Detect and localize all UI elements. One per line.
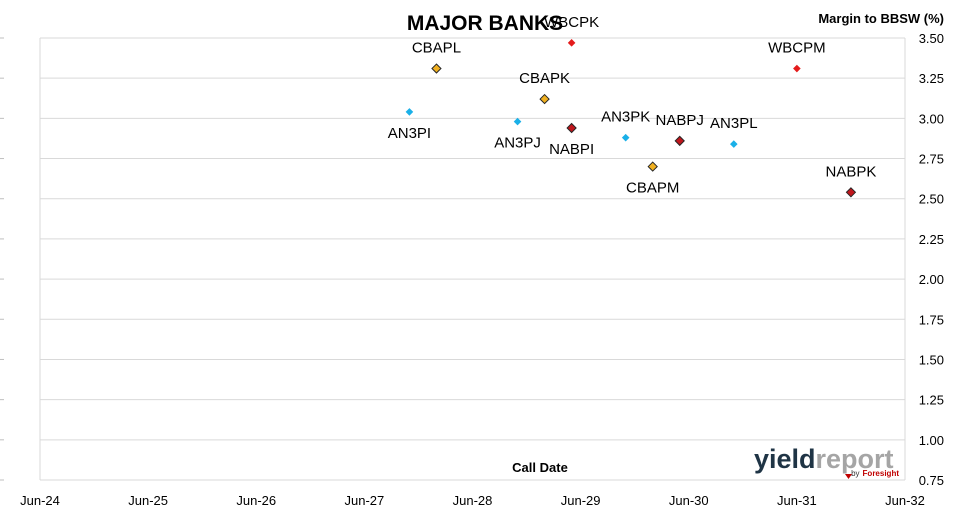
data-point-wbcpk: [567, 39, 576, 47]
data-point-wbcpm: [793, 64, 801, 73]
point-label-wbcpm: WBCPM: [768, 40, 826, 57]
point-label-nabpi: NABPI: [549, 141, 594, 158]
x-tick-label: Jun-28: [453, 493, 493, 508]
y-tick-label: 2.75: [919, 152, 944, 167]
point-label-an3pl: AN3PL: [710, 115, 758, 132]
x-tick-label: Jun-24: [20, 493, 60, 508]
point-label-an3pj: AN3PJ: [494, 135, 541, 152]
chart-title: MAJOR BANKS: [407, 12, 563, 35]
y-tick-label: 2.25: [919, 232, 944, 247]
y-tick-label: 1.50: [919, 352, 944, 367]
axes: 0.75 1.00 1.25 1.50 1.75 2.00 2.25 2.50 2.75 3.00…: [0, 31, 944, 508]
x-tick-label: Jun-27: [345, 493, 385, 508]
point-label-an3pi: AN3PI: [388, 125, 431, 142]
y-tick-label: 0.75: [919, 473, 944, 488]
x-tick-label: Jun-26: [236, 493, 276, 508]
y-tick-label: 1.00: [919, 433, 944, 448]
x-axis-label: Call Date: [512, 460, 568, 475]
logo-brand: Foresight: [863, 469, 900, 478]
x-tick-label: Jun-29: [561, 493, 601, 508]
yieldreport-logo: yieldreport by Foresight: [754, 444, 899, 479]
data-point-cbapk: [539, 93, 550, 105]
point-label-cbapk: CBAPK: [519, 70, 570, 87]
logo-text-report: report: [816, 444, 894, 474]
data-point-nabpk: [845, 187, 857, 198]
data-points: CBAPL AN3PI CBAPK AN3PJ WBCPK NABPI AN3PK CBAPM…: [388, 14, 877, 198]
data-point-cbapl: [431, 63, 442, 74]
logo-text-yield: yield: [754, 444, 816, 474]
svg-text:yieldreport: yieldreport: [754, 444, 894, 474]
data-point-cbapm: [647, 161, 658, 172]
point-label-wbcpk: WBCPK: [544, 14, 599, 31]
y-tick-label: 1.25: [919, 393, 944, 408]
y-tick-label: 2.00: [919, 272, 944, 287]
point-label-cbapm: CBAPM: [626, 180, 679, 197]
data-point-an3pi: [405, 108, 414, 116]
data-point-nabpi: [566, 122, 577, 134]
y-tick-label: 2.50: [919, 192, 944, 207]
gridlines: [40, 37, 905, 481]
x-tick-label: Jun-32: [885, 493, 925, 508]
y-tick-label: 3.50: [919, 31, 944, 46]
point-label-an3pk: AN3PK: [601, 109, 650, 126]
y-axis-label: Margin to BBSW (%): [818, 11, 944, 26]
data-point-nabpj: [674, 135, 685, 147]
point-label-cbapl: CBAPL: [412, 40, 461, 57]
x-tick-label: Jun-30: [669, 493, 709, 508]
data-point-an3pk: [621, 133, 630, 142]
point-label-nabpk: NABPK: [826, 163, 877, 180]
x-tick-label: Jun-25: [128, 493, 168, 508]
y-tick-label: 3.25: [919, 71, 944, 86]
x-tick-label: Jun-31: [777, 493, 817, 508]
data-point-an3pj: [513, 117, 522, 126]
logo-triangle-icon: [845, 474, 852, 479]
y-tick-label: 1.75: [919, 312, 944, 327]
point-label-nabpj: NABPJ: [656, 112, 704, 129]
logo-byline: by: [851, 469, 859, 478]
data-point-an3pl: [730, 140, 738, 148]
y-tick-label: 3.00: [919, 111, 944, 126]
